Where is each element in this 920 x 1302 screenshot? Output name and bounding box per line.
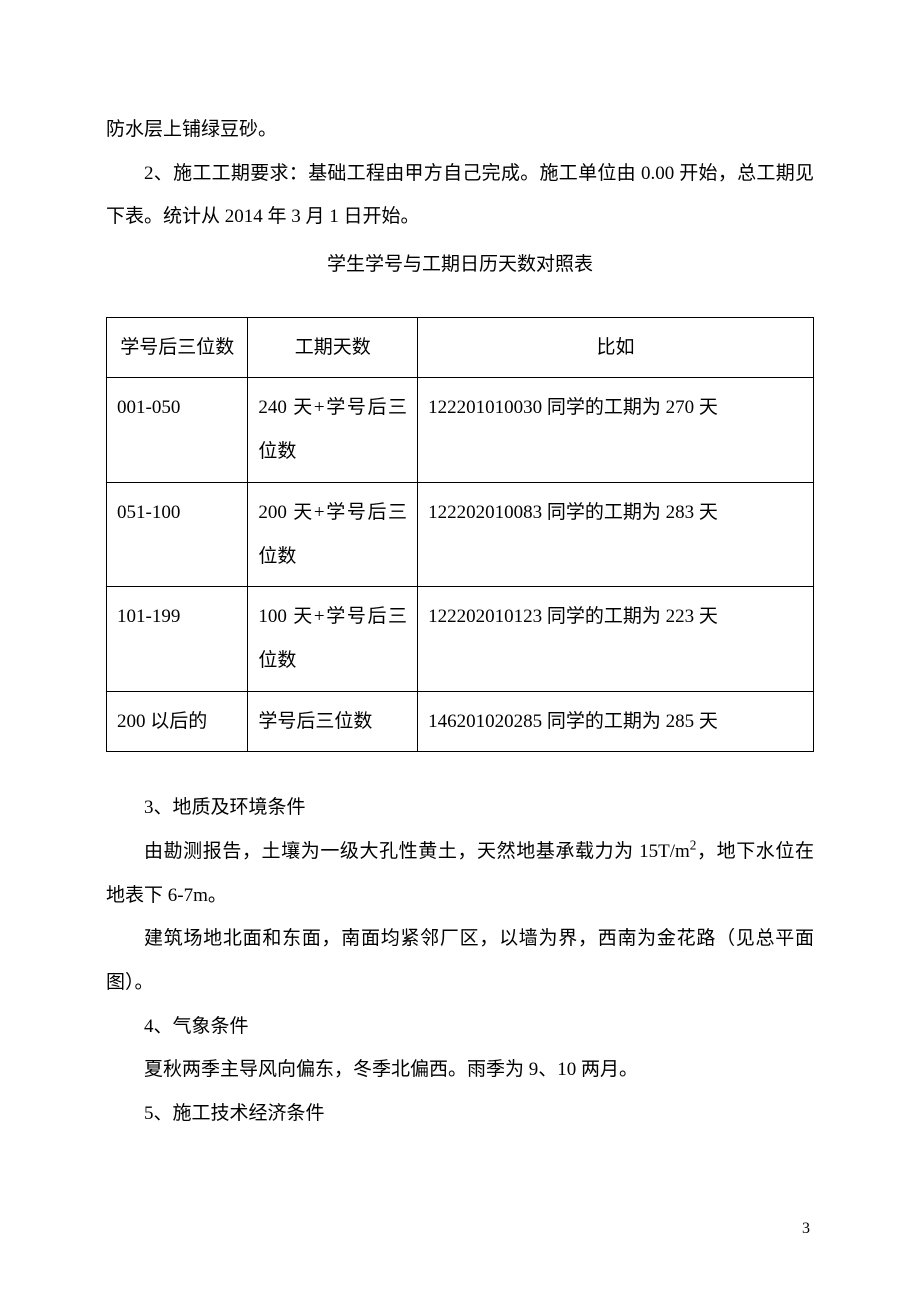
- header-cell-days: 工期天数: [248, 317, 418, 378]
- text-span: 由勘测报告，土壤为一级大孔性黄土，天然地基承载力为 15T/m: [144, 841, 690, 862]
- table-row: 101-199 100 天+学号后三位数 122202010123 同学的工期为…: [107, 587, 814, 691]
- table-row: 200 以后的 学号后三位数 146201020285 同学的工期为 285 天: [107, 691, 814, 752]
- cell-days: 学号后三位数: [248, 691, 418, 752]
- cell-example: 146201020285 同学的工期为 285 天: [418, 691, 814, 752]
- cell-range: 101-199: [107, 587, 248, 691]
- cell-days: 200 天+学号后三位数: [248, 482, 418, 586]
- cell-range: 051-100: [107, 482, 248, 586]
- duration-table: 学号后三位数 工期天数 比如 001-050 240 天+学号后三位数 1222…: [106, 317, 814, 753]
- paragraph-section-3-body2: 建筑场地北面和东面，南面均紧邻厂区，以墙为界，西南为金花路（见总平面图）。: [106, 917, 814, 1004]
- paragraph-section-5-heading: 5、施工技术经济条件: [106, 1092, 814, 1136]
- cell-range: 001-050: [107, 378, 248, 482]
- cell-example: 122202010123 同学的工期为 223 天: [418, 587, 814, 691]
- table-header-row: 学号后三位数 工期天数 比如: [107, 317, 814, 378]
- paragraph-section-4-heading: 4、气象条件: [106, 1005, 814, 1049]
- table-row: 051-100 200 天+学号后三位数 122202010083 同学的工期为…: [107, 482, 814, 586]
- header-cell-example: 比如: [418, 317, 814, 378]
- cell-example: 122201010030 同学的工期为 270 天: [418, 378, 814, 482]
- page-number: 3: [802, 1211, 810, 1248]
- paragraph-section-3-body: 由勘测报告，土壤为一级大孔性黄土，天然地基承载力为 15T/m2，地下水位在地表…: [106, 830, 814, 917]
- paragraph-line: 防水层上铺绿豆砂。: [106, 108, 814, 152]
- cell-days: 240 天+学号后三位数: [248, 378, 418, 482]
- cell-days: 100 天+学号后三位数: [248, 587, 418, 691]
- header-cell-range: 学号后三位数: [107, 317, 248, 378]
- table-title: 学生学号与工期日历天数对照表: [106, 243, 814, 287]
- cell-example: 122202010083 同学的工期为 283 天: [418, 482, 814, 586]
- document-content: 防水层上铺绿豆砂。 2、施工工期要求：基础工程由甲方自己完成。施工单位由 0.0…: [106, 108, 814, 1136]
- table-row: 001-050 240 天+学号后三位数 122201010030 同学的工期为…: [107, 378, 814, 482]
- paragraph-section-4-body: 夏秋两季主导风向偏东，冬季北偏西。雨季为 9、10 两月。: [106, 1048, 814, 1092]
- paragraph-section-3-heading: 3、地质及环境条件: [106, 786, 814, 830]
- paragraph-section-2: 2、施工工期要求：基础工程由甲方自己完成。施工单位由 0.00 开始，总工期见下…: [106, 152, 814, 239]
- cell-range: 200 以后的: [107, 691, 248, 752]
